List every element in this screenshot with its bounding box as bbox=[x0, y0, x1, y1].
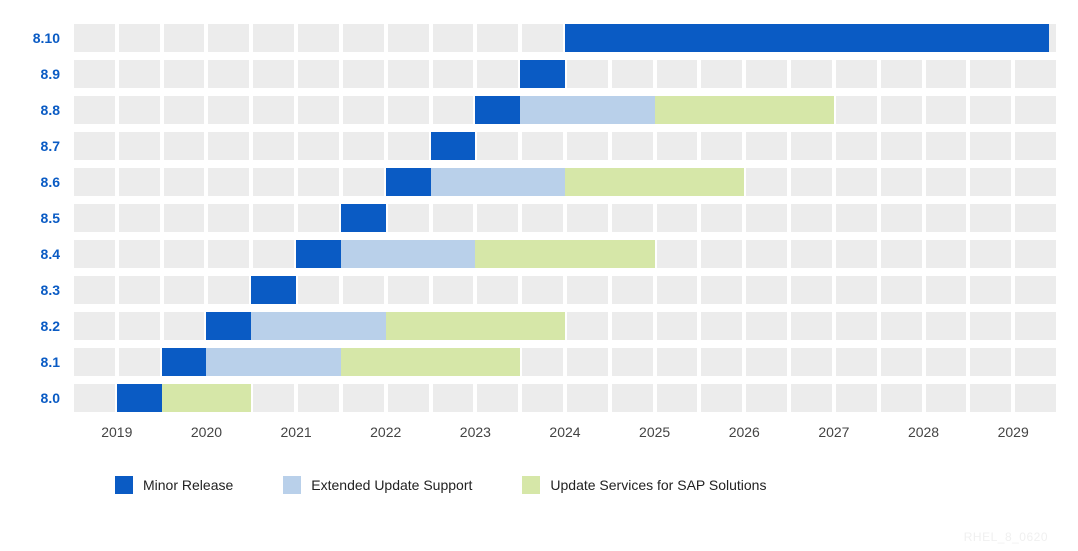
grid-line bbox=[966, 20, 970, 416]
y-axis-label: 8.0 bbox=[20, 380, 72, 416]
x-axis-label: 2023 bbox=[460, 424, 491, 440]
bar-segment-minor bbox=[296, 240, 341, 268]
grid-line bbox=[742, 20, 746, 416]
bar-segment-sap bbox=[655, 96, 834, 124]
legend-label: Minor Release bbox=[143, 477, 233, 493]
bar-segment-minor bbox=[431, 132, 476, 160]
watermark-text: RHEL_8_0620 bbox=[964, 530, 1048, 544]
y-axis-label: 8.7 bbox=[20, 128, 72, 164]
legend-item-sap: Update Services for SAP Solutions bbox=[522, 476, 766, 494]
y-axis-label: 8.2 bbox=[20, 308, 72, 344]
bar-segment-minor bbox=[475, 96, 520, 124]
x-axis-label: 2019 bbox=[101, 424, 132, 440]
bar-segment-eus bbox=[206, 348, 340, 376]
bar-segment-sap bbox=[341, 348, 520, 376]
x-axis-label: 2027 bbox=[818, 424, 849, 440]
y-axis-label: 8.10 bbox=[20, 20, 72, 56]
legend-label: Extended Update Support bbox=[311, 477, 472, 493]
y-axis-label: 8.4 bbox=[20, 236, 72, 272]
legend-label: Update Services for SAP Solutions bbox=[550, 477, 766, 493]
y-axis-label: 8.3 bbox=[20, 272, 72, 308]
grid-line bbox=[608, 20, 612, 416]
grid-line bbox=[115, 20, 119, 416]
grid-line bbox=[653, 20, 657, 416]
bar-segment-minor bbox=[386, 168, 431, 196]
legend-item-eus: Extended Update Support bbox=[283, 476, 472, 494]
bar-segment-eus bbox=[251, 312, 385, 340]
x-axis: 2019 2020 2021 2022 2023 2024 2025 2026 2027 2028… bbox=[72, 416, 1058, 456]
lifecycle-gantt-chart: 8.108.98.88.78.68.58.48.38.28.18.0 20192… bbox=[20, 20, 1058, 494]
bar-segment-sap bbox=[565, 168, 744, 196]
grid-line bbox=[1056, 20, 1060, 416]
grid-line bbox=[922, 20, 926, 416]
x-axis-label: 2026 bbox=[729, 424, 760, 440]
x-axis-label: 2029 bbox=[998, 424, 1029, 440]
y-axis-label: 8.5 bbox=[20, 200, 72, 236]
bar-segment-minor bbox=[251, 276, 296, 304]
legend: Minor Release Extended Update Support Upda… bbox=[115, 476, 1058, 494]
grid-line bbox=[1011, 20, 1015, 416]
bar-segment-minor bbox=[162, 348, 207, 376]
legend-item-minor: Minor Release bbox=[115, 476, 233, 494]
grid-line bbox=[877, 20, 881, 416]
x-axis-label: 2021 bbox=[281, 424, 312, 440]
y-axis-label: 8.6 bbox=[20, 164, 72, 200]
plot-area bbox=[72, 20, 1058, 416]
x-axis-label: 2025 bbox=[639, 424, 670, 440]
grid-line bbox=[70, 20, 74, 416]
bar-segment-minor bbox=[206, 312, 251, 340]
bar-segment-eus bbox=[341, 240, 475, 268]
bar-segment-minor bbox=[117, 384, 162, 412]
bar-segment-sap bbox=[386, 312, 565, 340]
y-axis: 8.108.98.88.78.68.58.48.38.28.18.0 bbox=[20, 20, 72, 416]
bar-segment-eus bbox=[520, 96, 654, 124]
bar-segment-minor bbox=[341, 204, 386, 232]
x-axis-label: 2022 bbox=[370, 424, 401, 440]
grid-line bbox=[832, 20, 836, 416]
x-axis-label: 2028 bbox=[908, 424, 939, 440]
bar-segment-sap bbox=[475, 240, 654, 268]
legend-swatch bbox=[115, 476, 133, 494]
legend-swatch bbox=[283, 476, 301, 494]
x-axis-label: 2024 bbox=[549, 424, 580, 440]
y-axis-label: 8.1 bbox=[20, 344, 72, 380]
y-axis-label: 8.9 bbox=[20, 56, 72, 92]
y-axis-label: 8.8 bbox=[20, 92, 72, 128]
x-axis-label: 2020 bbox=[191, 424, 222, 440]
grid-line bbox=[787, 20, 791, 416]
legend-swatch bbox=[522, 476, 540, 494]
bar-segment-minor bbox=[520, 60, 565, 88]
bar-segment-minor bbox=[565, 24, 1049, 52]
bar-segment-sap bbox=[162, 384, 252, 412]
grid-line bbox=[697, 20, 701, 416]
bar-segment-eus bbox=[431, 168, 565, 196]
